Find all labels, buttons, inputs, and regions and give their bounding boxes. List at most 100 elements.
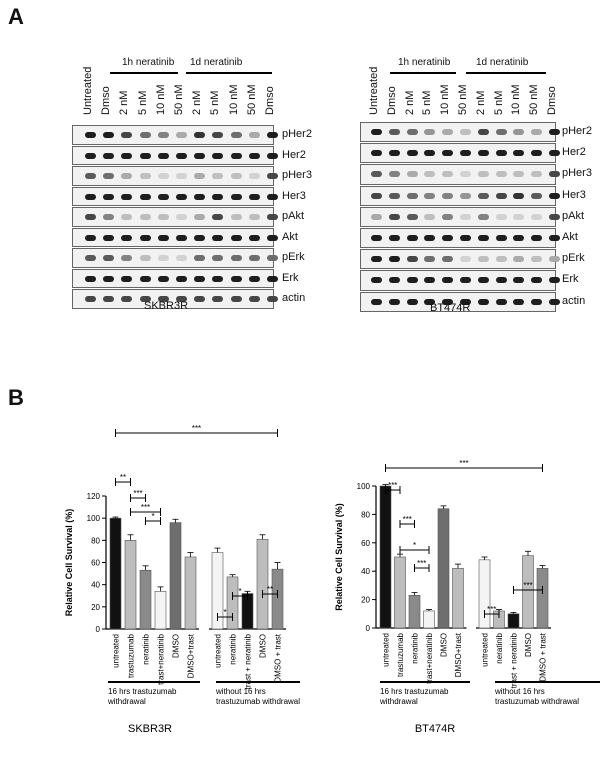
- protein-label: Her3: [282, 189, 306, 202]
- blot-band: [424, 171, 436, 178]
- blot-row: [360, 291, 560, 312]
- lane-label: 50 nM: [245, 84, 258, 115]
- blot-band: [212, 275, 224, 282]
- blot-band: [531, 277, 543, 284]
- blot-band: [371, 235, 382, 241]
- blot-band: [176, 214, 187, 220]
- y-tick-label: 120: [87, 492, 101, 501]
- blot-band: [388, 235, 400, 241]
- blot-band: [495, 150, 507, 157]
- y-axis-label: Relative Cell Survival (%): [64, 509, 74, 617]
- bar: [394, 556, 406, 629]
- bar: [184, 556, 197, 630]
- blot-band: [121, 193, 133, 200]
- blot-band: [139, 173, 151, 179]
- blot-band: [248, 234, 260, 241]
- blot-band: [267, 132, 278, 138]
- blot-band: [371, 150, 382, 157]
- blot-band: [460, 171, 471, 178]
- bar: [437, 508, 450, 629]
- blot-band: [157, 152, 169, 159]
- significance-label: ***: [459, 459, 468, 468]
- blot-band: [549, 213, 560, 220]
- y-tick-label: 60: [91, 559, 100, 568]
- blot-band: [139, 275, 151, 282]
- blot-band: [267, 173, 278, 179]
- blot-band: [85, 132, 96, 138]
- blot-band: [139, 234, 151, 241]
- blot-band: [139, 132, 151, 138]
- significance-label: **: [120, 473, 126, 482]
- category-label: trastuzumab: [396, 632, 405, 677]
- blot-band: [103, 234, 115, 241]
- blot-band: [513, 213, 525, 220]
- significance-label: ***: [133, 489, 142, 498]
- blot-band: [460, 277, 471, 284]
- blot-band: [157, 296, 169, 302]
- blot-band: [85, 173, 96, 179]
- lane-label: 50 nM: [457, 84, 469, 115]
- blot-band: [531, 298, 543, 305]
- category-label: DMSO: [524, 633, 533, 657]
- blot-band: [230, 152, 242, 159]
- category-label: untreated: [481, 633, 490, 667]
- blot-row: [360, 206, 560, 227]
- protein-label: Her2: [282, 148, 306, 161]
- blot-band: [194, 255, 206, 261]
- lane-label: 5 nM: [492, 90, 505, 115]
- significance-label: *: [223, 608, 226, 617]
- blot-band: [442, 277, 454, 284]
- blot-band: [121, 296, 133, 302]
- blot-band: [442, 192, 454, 199]
- blot-band: [477, 256, 489, 263]
- blot-band: [121, 214, 133, 220]
- bar: [507, 613, 520, 629]
- blot-band: [139, 214, 151, 220]
- blot-band: [157, 132, 169, 138]
- blot-band: [513, 235, 525, 241]
- blot-band: [121, 234, 133, 241]
- group-line-1d: [186, 72, 272, 74]
- blot-band: [424, 129, 436, 135]
- blot-band: [103, 214, 115, 220]
- blot-band: [267, 234, 278, 241]
- significance-label: ***: [388, 481, 397, 490]
- category-label: trastuzumab: [127, 633, 136, 678]
- protein-label: actin: [562, 294, 586, 307]
- blot-band: [495, 213, 507, 220]
- blot-band: [388, 150, 400, 157]
- blot-band: [495, 192, 507, 199]
- bar: [124, 540, 137, 630]
- blot-band: [267, 296, 278, 302]
- protein-label: Her3: [562, 188, 586, 201]
- blot-band: [531, 129, 543, 135]
- blot-row: [72, 125, 278, 145]
- y-tick-label: 0: [366, 624, 371, 633]
- lane-label: 5 nM: [209, 90, 222, 115]
- lane-label: 2 nM: [191, 90, 204, 115]
- blot-band: [406, 213, 418, 220]
- blot-band: [513, 277, 525, 284]
- blot-band: [103, 173, 115, 179]
- blot-band: [157, 214, 169, 220]
- blot-band: [157, 193, 169, 200]
- blot-band: [194, 173, 206, 179]
- chart-title: BT474R: [415, 723, 455, 735]
- lane-label: Dmso: [100, 86, 113, 115]
- bar: [109, 517, 122, 630]
- blot-band: [531, 150, 543, 157]
- blot-band: [424, 192, 436, 199]
- blot-band: [248, 275, 260, 282]
- chart-bt474r: 0 20 40 60 80 100 Relative Cell Survival (%) un…: [334, 459, 600, 735]
- blot-band: [460, 256, 471, 263]
- blot-band: [85, 193, 96, 200]
- blot-band: [549, 256, 560, 263]
- blot-row: [72, 166, 278, 186]
- y-tick-label: 40: [91, 581, 100, 590]
- panel-b-letter: B: [8, 385, 24, 410]
- blot-band: [267, 152, 278, 159]
- blot-band: [230, 255, 242, 261]
- blot-band: [121, 152, 133, 159]
- blot-row: [72, 289, 278, 309]
- blot-band: [103, 132, 115, 138]
